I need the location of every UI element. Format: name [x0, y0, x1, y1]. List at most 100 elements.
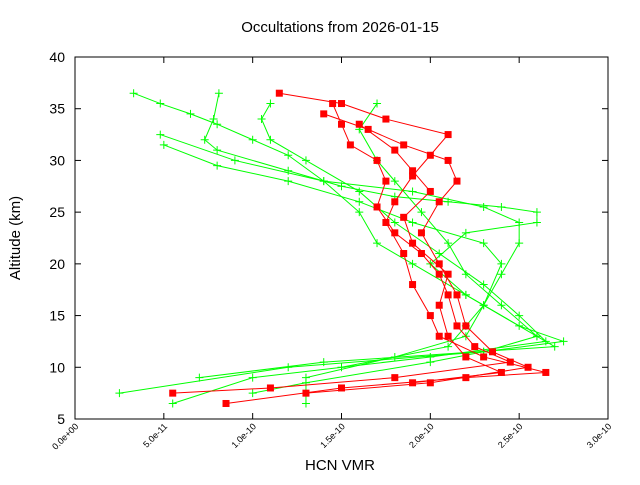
point-marker: [284, 177, 293, 186]
point-marker: [320, 110, 328, 118]
point-marker: [391, 146, 399, 154]
point-marker: [364, 125, 372, 133]
point-marker: [453, 177, 461, 185]
point-marker: [550, 342, 559, 351]
point-marker: [382, 115, 390, 123]
point-marker: [338, 100, 345, 108]
point-marker: [248, 373, 257, 382]
point-marker: [391, 198, 399, 206]
point-marker: [471, 343, 479, 351]
point-marker: [453, 322, 461, 330]
point-marker: [409, 379, 417, 387]
point-marker: [129, 89, 138, 98]
y-tick-label: 5: [57, 411, 65, 427]
point-marker: [338, 120, 345, 128]
point-marker: [266, 99, 275, 108]
point-marker: [515, 311, 524, 320]
point-marker: [346, 141, 354, 149]
point-marker: [435, 301, 443, 309]
point-marker: [319, 358, 328, 367]
point-marker: [390, 177, 399, 186]
point-marker: [248, 389, 257, 398]
point-marker: [532, 208, 541, 217]
point-marker: [373, 99, 382, 108]
point-marker: [497, 259, 506, 268]
point-marker: [159, 140, 168, 149]
point-marker: [444, 239, 453, 248]
x-tick-label: 0.0e+00: [50, 421, 80, 451]
point-marker: [390, 218, 399, 227]
point-marker: [479, 239, 488, 248]
point-marker: [301, 399, 310, 408]
point-marker: [213, 161, 222, 170]
chart-title: Occultations from 2026-01-15: [241, 19, 439, 36]
point-marker: [417, 250, 425, 258]
point-marker: [444, 270, 452, 278]
point-marker: [400, 141, 408, 149]
point-marker: [417, 208, 426, 217]
point-marker: [426, 151, 434, 159]
point-marker: [497, 202, 506, 211]
point-marker: [461, 228, 470, 237]
point-marker: [391, 229, 399, 237]
point-marker: [426, 187, 434, 195]
point-marker: [409, 167, 417, 175]
point-marker: [186, 109, 195, 118]
profile-line: [358, 123, 504, 384]
y-tick-label: 20: [49, 256, 65, 272]
point-marker: [266, 135, 275, 144]
point-marker: [169, 389, 177, 397]
point-marker: [426, 358, 435, 367]
point-marker: [515, 239, 524, 248]
point-marker: [435, 332, 443, 340]
point-marker: [542, 368, 550, 376]
point-marker: [426, 312, 434, 320]
point-marker: [355, 197, 364, 206]
point-marker: [461, 290, 470, 299]
point-marker: [373, 156, 381, 164]
point-marker: [355, 187, 364, 196]
point-marker: [408, 259, 417, 268]
point-marker: [506, 358, 514, 366]
point-marker: [200, 135, 209, 144]
point-marker: [373, 239, 382, 248]
point-marker: [461, 270, 470, 279]
point-marker: [417, 229, 425, 237]
x-tick-label: 2.0e-10: [407, 421, 436, 450]
profile-line: [160, 134, 520, 368]
point-marker: [515, 218, 524, 227]
point-marker: [382, 177, 390, 185]
point-marker: [382, 218, 390, 226]
y-tick-label: 30: [49, 152, 65, 168]
profile-line: [172, 103, 513, 394]
point-marker: [444, 291, 452, 299]
y-tick-label: 35: [49, 101, 65, 117]
point-marker: [444, 332, 452, 340]
point-marker: [497, 301, 506, 310]
point-marker: [168, 399, 177, 408]
point-marker: [275, 89, 283, 97]
x-tick-label: 3.0e-10: [585, 421, 614, 450]
profile-line: [305, 113, 530, 394]
point-marker: [213, 120, 222, 129]
point-marker: [230, 156, 239, 165]
point-marker: [195, 373, 204, 382]
point-marker: [337, 363, 346, 372]
point-marker: [497, 270, 506, 279]
point-marker: [409, 239, 417, 247]
point-marker: [248, 135, 257, 144]
point-marker: [338, 384, 345, 392]
point-marker: [115, 389, 124, 398]
point-marker: [532, 218, 541, 227]
point-marker: [355, 208, 364, 217]
point-marker: [479, 280, 488, 289]
point-marker: [453, 291, 461, 299]
point-marker: [284, 166, 293, 175]
point-marker: [559, 337, 568, 346]
point-marker: [409, 281, 417, 289]
point-marker: [213, 146, 222, 155]
point-marker: [301, 156, 310, 165]
point-marker: [373, 203, 381, 211]
